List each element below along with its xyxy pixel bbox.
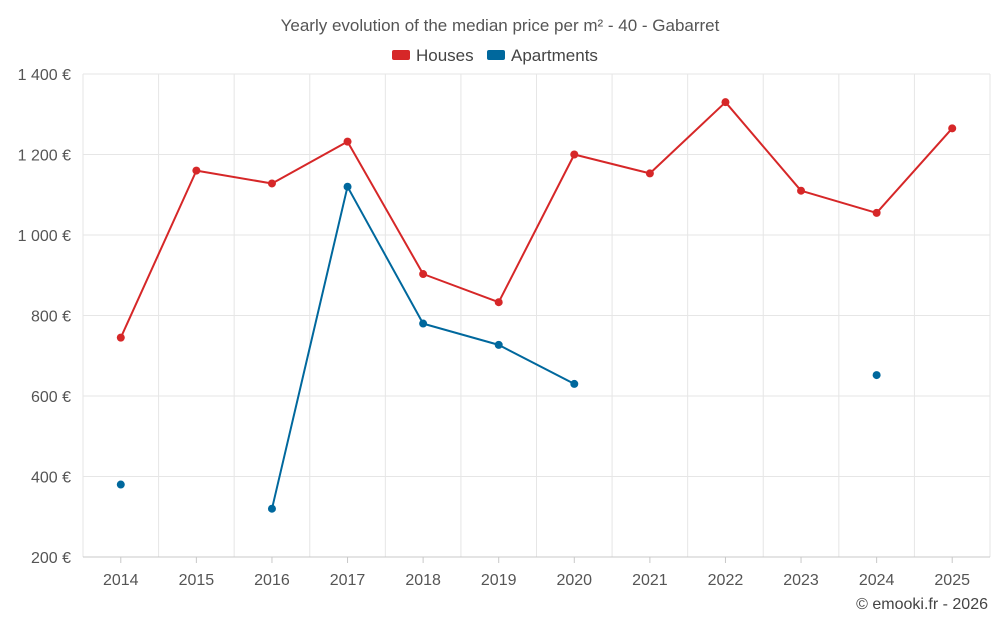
- point-apartments-2014[interactable]: [116, 480, 125, 489]
- x-tick-label-2014: 2014: [103, 572, 139, 589]
- point-houses-2025[interactable]: [948, 124, 957, 133]
- x-tick-label-2018: 2018: [405, 572, 441, 589]
- x-tick-label-2020: 2020: [556, 572, 592, 589]
- point-apartments-2020[interactable]: [570, 379, 579, 388]
- y-tick-label: 1 200 €: [18, 148, 71, 165]
- point-apartments-2016[interactable]: [267, 504, 276, 513]
- series-apartments: [116, 182, 881, 513]
- x-tick-label-2025: 2025: [934, 572, 970, 589]
- point-houses-2016[interactable]: [267, 179, 276, 188]
- x-tick-label-2015: 2015: [179, 572, 215, 589]
- y-tick-label: 800 €: [31, 309, 71, 326]
- point-houses-2023[interactable]: [797, 186, 806, 195]
- legend-item-houses[interactable]: Houses: [392, 46, 474, 65]
- legend-swatch-houses: [392, 50, 410, 60]
- y-tick-label: 200 €: [31, 550, 71, 567]
- legend-label-apartments: Apartments: [511, 46, 598, 65]
- point-houses-2020[interactable]: [570, 150, 579, 159]
- point-houses-2021[interactable]: [645, 169, 654, 178]
- point-houses-2019[interactable]: [494, 298, 503, 307]
- legend-item-apartments[interactable]: Apartments: [487, 46, 598, 65]
- y-tick-label: 400 €: [31, 470, 71, 487]
- point-apartments-2017[interactable]: [343, 182, 352, 191]
- point-houses-2022[interactable]: [721, 98, 730, 107]
- x-tick-label-2017: 2017: [330, 572, 366, 589]
- x-tick-label-2019: 2019: [481, 572, 517, 589]
- y-tick-label: 1 400 €: [18, 67, 71, 84]
- point-houses-2015[interactable]: [192, 166, 201, 175]
- grid: [82, 73, 991, 558]
- y-tick-label: 600 €: [31, 389, 71, 406]
- axes: 200 € 400 € 600 € 800 € 1 000 € 1 200 € 1 400 …: [18, 67, 990, 589]
- credit-text: © emooki.fr - 2026: [856, 596, 988, 613]
- point-houses-2024[interactable]: [872, 208, 881, 217]
- x-tick-label-2024: 2024: [859, 572, 895, 589]
- series-line-houses: [119, 101, 953, 339]
- legend-label-houses: Houses: [416, 46, 474, 65]
- point-apartments-2018[interactable]: [419, 319, 428, 328]
- x-tick-label-2023: 2023: [783, 572, 819, 589]
- point-houses-2018[interactable]: [419, 270, 428, 279]
- point-apartments-2024[interactable]: [872, 371, 881, 380]
- series-houses: [116, 98, 957, 342]
- legend-swatch-apartments: [487, 50, 505, 60]
- x-tick-label-2021: 2021: [632, 572, 668, 589]
- legend: Houses Apartments: [392, 46, 598, 65]
- y-tick-label: 1 000 €: [18, 228, 71, 245]
- point-houses-2014[interactable]: [116, 333, 125, 342]
- chart-title: Yearly evolution of the median price per…: [281, 16, 720, 35]
- point-apartments-2019[interactable]: [494, 340, 503, 349]
- point-houses-2017[interactable]: [343, 137, 352, 146]
- x-tick-label-2022: 2022: [708, 572, 744, 589]
- series: [116, 98, 957, 513]
- x-tick-label-2016: 2016: [254, 572, 290, 589]
